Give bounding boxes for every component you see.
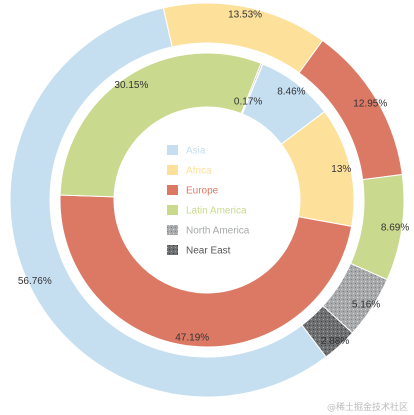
legend-swatch-north-america[interactable]	[167, 225, 178, 235]
inner-slice-label-asia: 8.46%	[277, 86, 305, 97]
legend: Asia Africa Europe Latin America North Ameri…	[167, 145, 250, 257]
inner-ring	[51, 44, 363, 356]
outer-slice-label-europe: 12.95%	[353, 98, 387, 109]
legend-label-near-east[interactable]: Near East	[186, 246, 231, 257]
outer-slice-asia[interactable]	[9, 7, 327, 398]
outer-slice-near-east[interactable]	[301, 305, 354, 358]
legend-label-north-america[interactable]: North America	[186, 226, 250, 237]
legend-swatch-africa[interactable]	[167, 165, 178, 175]
inner-slice-label-north-america: 0.17%	[234, 97, 262, 108]
inner-slice-europe[interactable]	[59, 194, 353, 348]
outer-slice-label-near-east: 2.88%	[321, 336, 349, 347]
outer-slice-label-latin-america: 8.69%	[381, 223, 409, 234]
legend-swatch-asia[interactable]	[167, 145, 178, 155]
ring-separator	[51, 44, 363, 356]
legend-label-africa[interactable]: Africa	[186, 166, 212, 177]
inner-slice-label-europe: 47.19%	[175, 333, 209, 344]
legend-label-asia[interactable]: Asia	[186, 146, 206, 157]
outer-slice-label-north-america: 5.16%	[352, 299, 380, 310]
legend-swatch-near-east[interactable]	[167, 245, 178, 255]
outer-slice-label-africa: 13.53%	[228, 9, 262, 20]
legend-label-latin-america[interactable]: Latin America	[186, 206, 247, 217]
legend-swatch-latin-america[interactable]	[167, 205, 178, 215]
outer-slice-label-asia: 56.76%	[18, 276, 52, 287]
legend-label-europe[interactable]: Europe	[186, 186, 219, 197]
inner-slice-near-east[interactable]	[241, 63, 264, 115]
slice-labels: 56.76% 13.53% 12.95% 8.69% 5.16% 2.88% 8.46% 13…	[18, 9, 409, 346]
legend-swatch-europe[interactable]	[167, 185, 178, 195]
watermark: @稀土掘金技术社区	[326, 403, 408, 413]
inner-slice-latin-america[interactable]	[59, 52, 262, 198]
inner-slice-label-latin-america: 30.15%	[114, 80, 148, 91]
outer-ring	[9, 2, 405, 398]
inner-slice-label-africa: 13%	[331, 164, 351, 175]
